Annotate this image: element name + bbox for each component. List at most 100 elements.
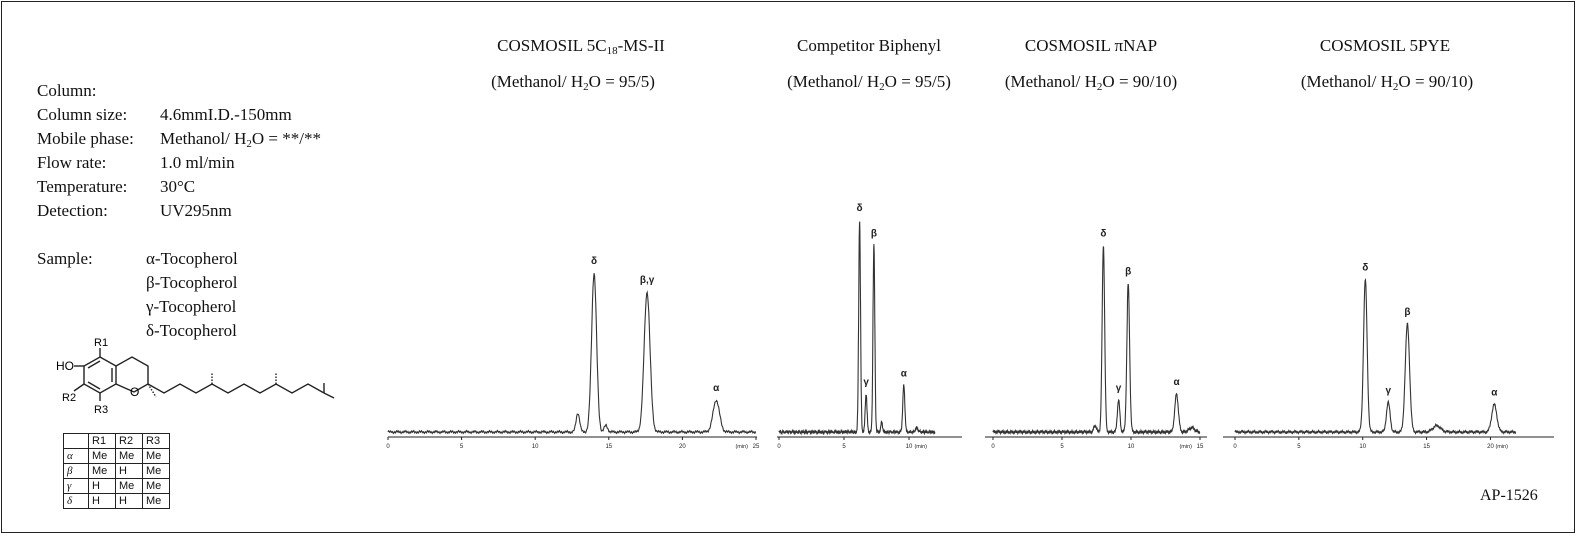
table-cell: H: [88, 493, 116, 509]
pyran-ring: [115, 356, 149, 393]
x-unit-label: (min): [1495, 444, 1508, 450]
chart-subtitle-sub: 2: [1096, 81, 1103, 93]
ring-oxygen-label: O: [130, 385, 139, 399]
detection-value: UV295nm: [160, 201, 232, 220]
chart-title-sub: 18: [606, 45, 618, 57]
x-tick-label: 10: [532, 444, 539, 450]
chromatogram-panel: 0 5 10 15 20 25 (min) δ β,γ α: [386, 256, 760, 450]
document-code: AP-1526: [1480, 487, 1538, 504]
mobile-phase-sub: 2: [246, 138, 252, 150]
table-cell: Me: [142, 478, 170, 494]
chromatogram-trace: [387, 273, 757, 435]
flow-rate-value: 1.0 ml/min: [160, 153, 235, 172]
mobile-phase-label: Mobile phase:: [37, 129, 134, 148]
chart-title-post: -MS-II: [617, 36, 665, 55]
r1-label: R1: [94, 337, 108, 349]
peak-label: α: [713, 383, 720, 394]
tocopherol-structure: HO R1 R2 R3 O: [56, 337, 335, 416]
chart-title-pre: COSMOSIL 5C: [497, 36, 607, 55]
sample-item: β-Tocopherol: [146, 273, 238, 292]
substituent-table: R1 R2 R3 α Me Me Me β Me H Me γ H Me Me …: [63, 433, 170, 509]
peak-label: α: [901, 368, 908, 379]
structure-bonds: [73, 348, 335, 401]
table-cell: Me: [142, 463, 170, 479]
detection-label: Detection:: [37, 201, 108, 220]
table-cell: H: [115, 493, 143, 509]
table-row: β Me H Me: [63, 463, 170, 479]
x-tick-label: 5: [460, 444, 464, 450]
methyl-hash-bond: [147, 383, 157, 398]
ho-label: HO: [56, 359, 74, 373]
x-tick-label: 0: [777, 444, 781, 450]
peak-label: α: [1491, 387, 1498, 398]
peak-label: α: [1173, 377, 1180, 388]
sample-item: γ-Tocopherol: [146, 297, 237, 316]
phytyl-chain: [147, 383, 325, 394]
chart-subtitle-pre: (Methanol/ H: [1300, 72, 1393, 91]
mobile-phase-post: O = **/**: [251, 129, 321, 148]
chart-subtitle: (Methanol/ H2O = 95/5): [787, 72, 951, 93]
chart-title: Competitor Biphenyl: [797, 36, 941, 56]
peak-label: γ: [863, 377, 869, 388]
chromatogram-panel: 0 5 10 15 20 (min) δ γ β α: [1223, 262, 1554, 450]
chart-subtitle-post: O = 95/5): [884, 72, 951, 91]
column-label: Column:: [37, 81, 97, 100]
table-cell: Me: [142, 493, 170, 509]
x-tick-label: 15: [605, 444, 612, 450]
chart-subtitle-pre: (Methanol/ H: [787, 72, 880, 91]
peak-label: β: [1404, 307, 1410, 318]
chart-subtitle-pre: (Methanol/ H: [1004, 72, 1097, 91]
chart-title: COSMOSIL 5C18-MS-II: [497, 36, 665, 57]
chart-title: COSMOSIL 5PYE: [1320, 36, 1450, 56]
aromatic-bond: [87, 381, 101, 390]
peak-label: γ: [1385, 385, 1391, 396]
peak-label: β: [871, 228, 877, 239]
column-size-value: 4.6mmI.D.-150mm: [160, 105, 292, 124]
temperature-label: Temperature:: [37, 177, 128, 196]
aromatic-bond: [87, 360, 101, 369]
table-row: δ H H Me: [63, 493, 170, 509]
peak-label: δ: [857, 203, 863, 214]
x-unit-label: (min): [914, 444, 927, 450]
chart-title-pre: COSMOSIL 5PYE: [1319, 36, 1451, 55]
chart-subtitle: (Methanol/ H2O = 90/10): [1300, 72, 1473, 93]
x-tick-label: 15: [1197, 444, 1204, 450]
r2-bond: [73, 383, 85, 392]
chart-subtitle: (Methanol/ H2O = 90/10): [1004, 72, 1178, 93]
x-tick-label: 20: [679, 444, 686, 450]
x-tick-label: 5: [1060, 444, 1064, 450]
x-tick-label: 0: [991, 444, 995, 450]
x-tick-label: 25: [753, 444, 760, 450]
table-row: γ H Me Me: [63, 478, 170, 494]
sample-item: δ-Tocopherol: [146, 321, 237, 340]
chromatogram-trace: [778, 221, 936, 436]
chart-title-pre: COSMOSIL πNAP: [1024, 36, 1158, 55]
x-tick-label: 5: [1297, 444, 1301, 450]
x-tick-label: 20: [1487, 444, 1494, 450]
flow-rate-label: Flow rate:: [37, 153, 107, 172]
peak-label: δ: [591, 256, 597, 267]
chromatogram-trace: [1234, 277, 1517, 436]
x-tick-label: 10: [1359, 444, 1366, 450]
chromatogram-trace: [992, 246, 1201, 436]
temperature-value: 30°C: [160, 177, 196, 196]
chart-title: COSMOSIL πNAP: [1025, 36, 1157, 56]
chart-subtitle-sub: 2: [879, 81, 885, 93]
column-size-label: Column size:: [37, 105, 128, 124]
x-unit-label: (min): [735, 444, 748, 450]
sample-label: Sample:: [37, 249, 93, 268]
x-tick-label: 10: [906, 444, 913, 450]
x-tick-label: 0: [1233, 444, 1237, 450]
mobile-phase-pre: Methanol/ H: [160, 129, 247, 148]
x-tick-label: 5: [842, 444, 846, 450]
r3-label: R3: [94, 404, 108, 416]
peak-label: β,γ: [640, 275, 655, 286]
table-row: α Me Me Me: [63, 448, 170, 464]
chart-subtitle-post: O = 95/5): [588, 72, 655, 91]
table-cell: Me: [115, 448, 143, 464]
peak-label: δ: [1362, 262, 1368, 273]
chart-subtitle-post: O = 90/10): [1102, 72, 1178, 91]
isopropyl-bond: [323, 392, 335, 399]
